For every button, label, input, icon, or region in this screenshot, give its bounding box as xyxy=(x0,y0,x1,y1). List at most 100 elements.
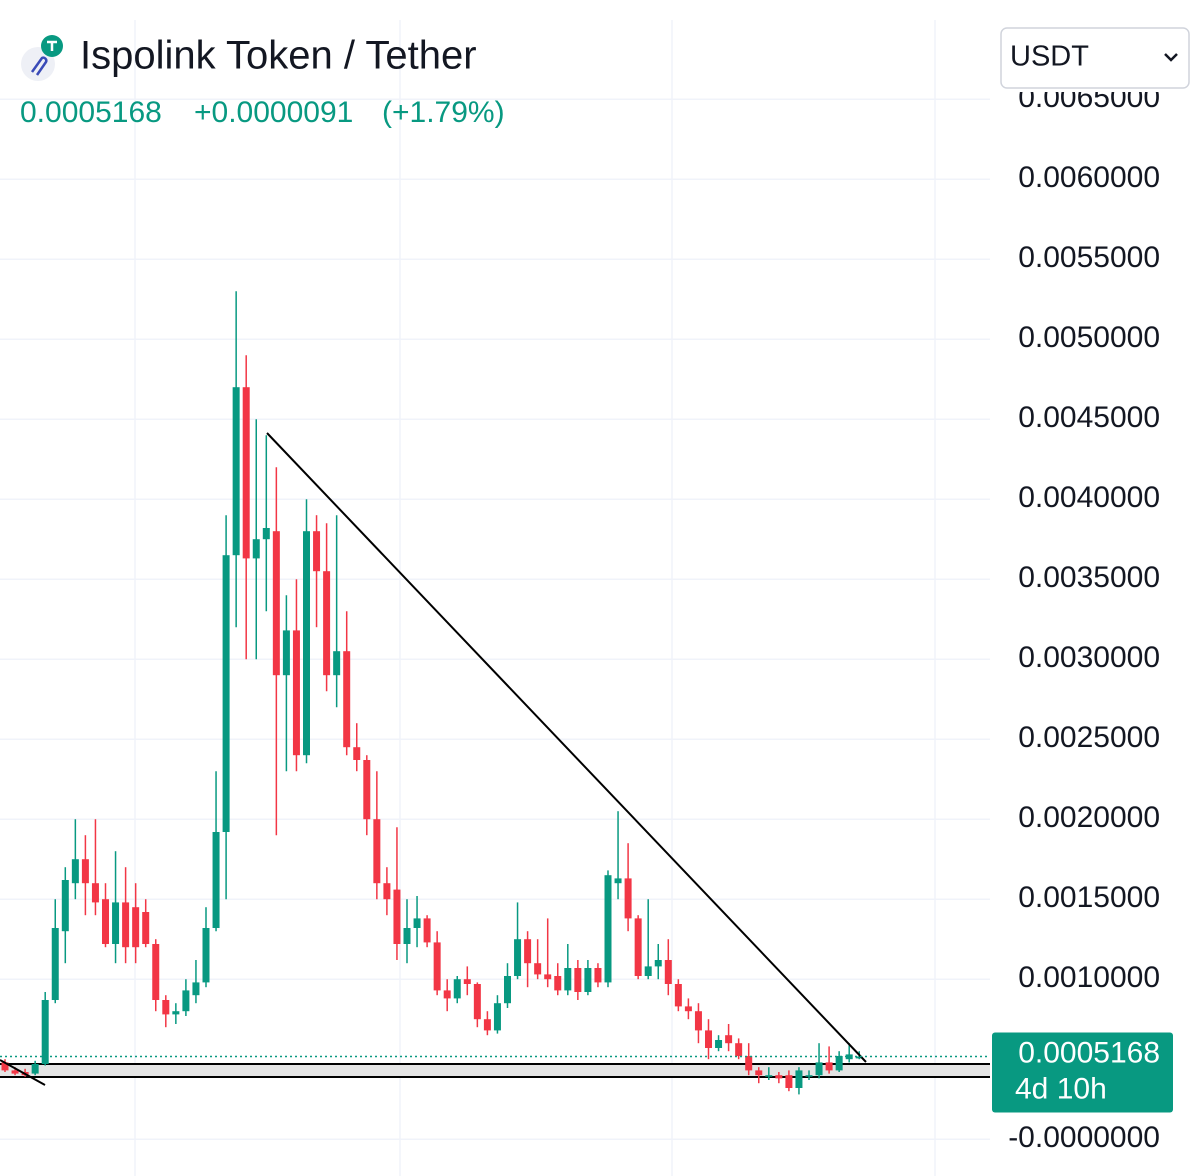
y-tick-label: 0.0050000 xyxy=(1018,321,1160,354)
price-change: +0.0000091 xyxy=(194,96,353,129)
candle-body xyxy=(564,968,572,991)
y-tick-label: 0.0060000 xyxy=(1018,161,1160,194)
y-tick-label: 0.0035000 xyxy=(1018,561,1160,594)
candle-body xyxy=(514,939,522,976)
candle-body xyxy=(61,880,69,932)
candle-body xyxy=(664,960,672,984)
candle-body xyxy=(323,571,331,676)
candle-body xyxy=(715,1040,723,1048)
candle-body xyxy=(504,976,511,1004)
support-zone xyxy=(0,1064,990,1077)
candle-body xyxy=(202,928,210,983)
candles xyxy=(1,291,863,1095)
drawings xyxy=(0,1063,990,1078)
candle-body xyxy=(222,555,230,832)
y-tick-label: 0.0065000 xyxy=(1018,81,1160,114)
candle-body xyxy=(71,859,79,884)
candle-body xyxy=(112,902,120,944)
y-axis: 0.0065000 0.0060000 0.0055000 0.0050000 0.00… xyxy=(1008,81,1160,1154)
countdown: 4d 10h xyxy=(1015,1072,1107,1105)
candle-body xyxy=(544,974,552,980)
candle-body xyxy=(303,531,310,756)
candle-body xyxy=(272,531,280,676)
candle-body xyxy=(574,968,582,992)
chart-title: Ispolink Token / Tether xyxy=(80,34,477,78)
candle-body xyxy=(694,1011,702,1031)
y-tick-label: 0.0040000 xyxy=(1018,481,1160,514)
candle-body xyxy=(443,990,451,999)
candle-body xyxy=(785,1075,793,1088)
candle-body xyxy=(795,1070,803,1088)
candle-body xyxy=(584,968,592,992)
grid xyxy=(0,20,990,1176)
y-tick-label: 0.0055000 xyxy=(1018,241,1160,274)
candle-body xyxy=(624,878,632,919)
candle-body xyxy=(403,928,411,944)
dropdown-arrow xyxy=(1164,53,1178,62)
candle-body xyxy=(182,990,190,1012)
candle-body xyxy=(132,907,140,948)
candle-body xyxy=(1,1062,9,1071)
candle-body xyxy=(483,1019,491,1031)
candle-body xyxy=(855,1056,863,1059)
candle-body xyxy=(31,1064,39,1074)
candle-body xyxy=(644,966,652,976)
candle-body xyxy=(242,387,250,559)
candle-body xyxy=(313,531,321,572)
candle-body xyxy=(463,979,471,984)
last-price: 0.0005168 xyxy=(20,96,162,129)
candle-body xyxy=(172,1011,180,1015)
candle-body xyxy=(292,630,300,756)
candle-body xyxy=(41,1000,49,1064)
candle-body xyxy=(845,1054,853,1060)
trend-line xyxy=(266,432,867,1063)
candle-body xyxy=(152,944,160,1000)
candle-body xyxy=(363,760,371,820)
candle-body xyxy=(252,539,260,559)
candle-body xyxy=(91,883,99,903)
y-tick-label: 0.0025000 xyxy=(1018,721,1160,754)
candle-body xyxy=(735,1043,743,1056)
candle-body xyxy=(212,832,220,928)
candle-body xyxy=(142,912,150,944)
y-tick-label: 0.0010000 xyxy=(1018,961,1160,994)
candle-body xyxy=(755,1070,763,1076)
currency-select[interactable] xyxy=(1000,27,1190,89)
candle-body xyxy=(524,939,532,964)
candle-body xyxy=(634,918,642,976)
candle-body xyxy=(825,1062,833,1071)
candle-body xyxy=(51,928,59,1000)
candle-body xyxy=(554,976,562,991)
price-tag-label: 0.0005168 xyxy=(1018,1036,1160,1069)
candle-body xyxy=(383,883,391,900)
candle-body xyxy=(423,918,431,943)
candle-body xyxy=(11,1070,19,1074)
candle-body xyxy=(232,387,240,556)
y-tick-label: -0.0000000 xyxy=(1008,1121,1160,1154)
candle-body xyxy=(333,651,341,676)
logo-mark xyxy=(30,56,48,76)
price-change-pct: (+1.79%) xyxy=(382,96,505,129)
candle-body xyxy=(594,968,602,983)
candle-body xyxy=(162,1000,170,1015)
logo-badge-mark xyxy=(47,40,57,51)
candle-body xyxy=(353,747,361,760)
trend-line xyxy=(0,1059,46,1086)
candle-body xyxy=(433,942,441,991)
candle-body xyxy=(805,1075,813,1077)
y-tick-label: 0.0020000 xyxy=(1018,801,1160,834)
candle-body xyxy=(745,1056,753,1071)
candle-body xyxy=(413,918,421,928)
header: Ispolink Token / Tether 0.0005168 +0.000… xyxy=(20,27,1190,129)
candle-body xyxy=(192,982,200,996)
candle-body xyxy=(815,1062,823,1076)
y-tick-label: 0.0045000 xyxy=(1018,401,1160,434)
drawings xyxy=(0,432,867,1086)
y-tick-label: 0.0030000 xyxy=(1018,641,1160,674)
candle-body xyxy=(725,1035,733,1044)
candle-body xyxy=(614,878,622,884)
candle-body xyxy=(835,1056,843,1071)
candle-body xyxy=(684,1006,692,1012)
